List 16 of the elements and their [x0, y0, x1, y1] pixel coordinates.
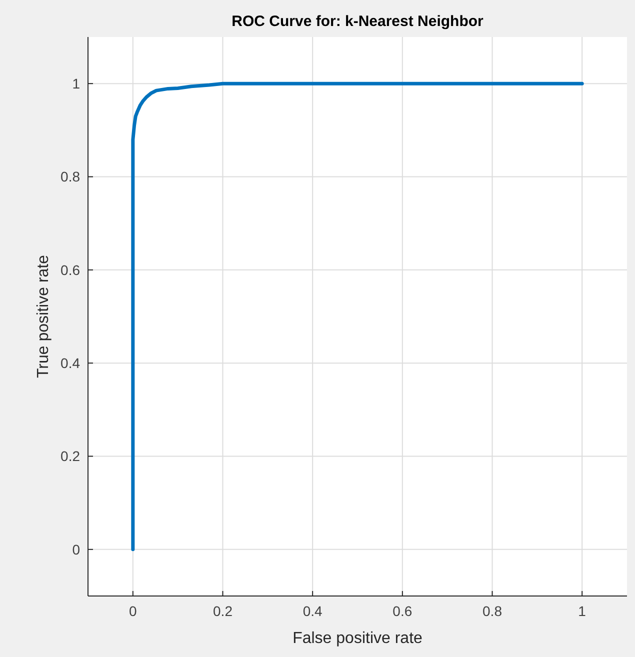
x-tick-label: 0.8 [482, 603, 502, 619]
x-axis-title: False positive rate [292, 630, 423, 647]
x-tick-label: 0.6 [392, 603, 412, 619]
chart-title: ROC Curve for: k-Nearest Neighbor [232, 13, 484, 30]
y-axis-title: True positive rate [35, 254, 52, 378]
line-series [131, 82, 584, 552]
y-tick-label: 0.4 [60, 354, 80, 371]
x-tick-label: 1 [578, 603, 586, 619]
y-tick-label: 0 [72, 541, 80, 558]
x-tick-label: 0 [129, 603, 138, 619]
y-tick-label: 1 [72, 75, 80, 92]
x-tick-label: 0.2 [213, 603, 233, 619]
y-tick-label: 0.6 [60, 262, 80, 278]
x-tick-label: 0.4 [302, 603, 323, 619]
y-tick-label: 0.8 [60, 168, 80, 185]
y-tick-label: 0.2 [60, 448, 80, 464]
